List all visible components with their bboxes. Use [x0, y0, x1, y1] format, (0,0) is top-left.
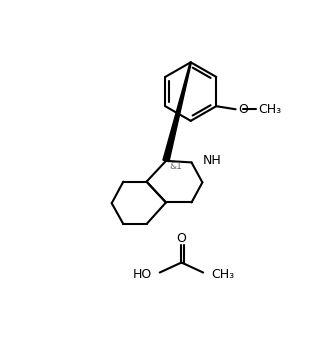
Text: O: O: [238, 103, 248, 116]
Text: CH₃: CH₃: [258, 103, 281, 116]
Text: HO: HO: [133, 267, 152, 281]
Text: CH₃: CH₃: [211, 267, 234, 281]
Text: &1: &1: [170, 162, 183, 171]
Polygon shape: [163, 62, 191, 162]
Text: O: O: [177, 232, 186, 245]
Text: NH: NH: [202, 154, 221, 167]
